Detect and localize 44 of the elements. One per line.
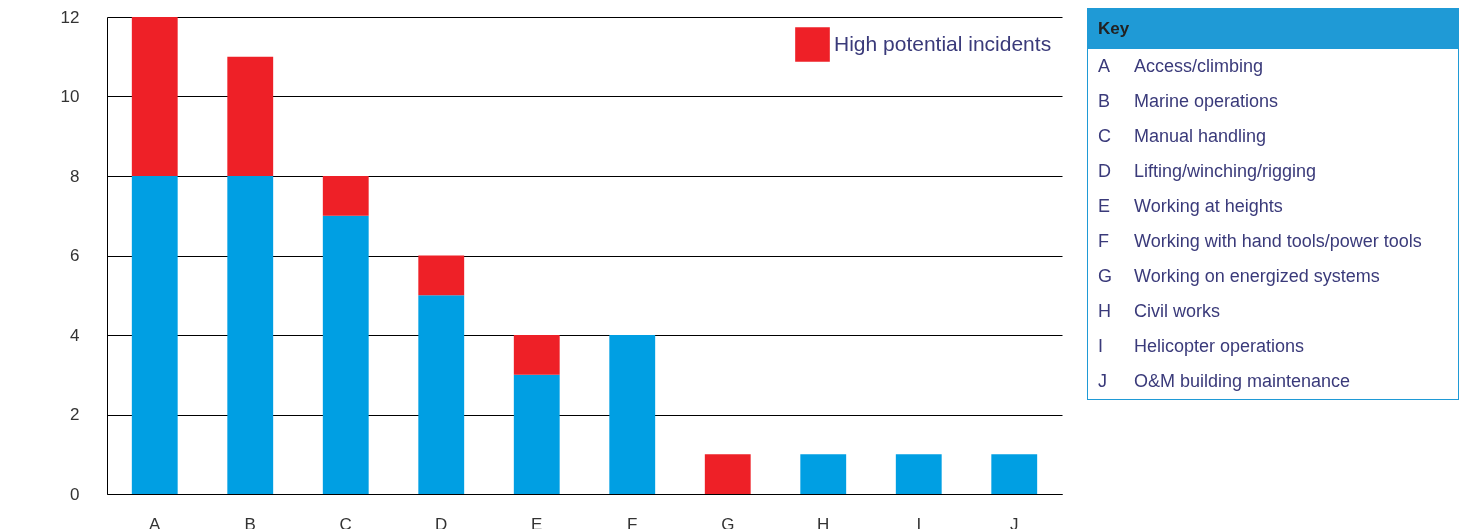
y-tick-label: 12 <box>60 7 80 27</box>
text: J O&M building maintenance <box>1098 371 1351 391</box>
x-tick-label: H <box>817 514 830 529</box>
bar <box>609 335 656 494</box>
legend-label: High potential incidents <box>834 31 1052 55</box>
bar <box>418 295 465 494</box>
x-tick-label: B <box>244 514 256 529</box>
y-tick-label: 10 <box>60 87 80 106</box>
x-tick-label: G <box>721 514 735 529</box>
y-tick-label: 0 <box>70 484 80 504</box>
text: H Civil works <box>1098 301 1221 321</box>
x-tick-label: J <box>1010 514 1019 529</box>
text: I Helicopter operations <box>1098 336 1305 356</box>
text: F Working with hand tools/power tools <box>1098 231 1422 251</box>
x-tick-label: I <box>916 514 922 529</box>
x-tick-label: A <box>149 514 162 529</box>
y-tick-label: 6 <box>70 246 80 265</box>
bar <box>991 454 1038 494</box>
bar <box>895 454 942 494</box>
y-tick-label: 8 <box>70 166 80 186</box>
bar <box>513 335 560 375</box>
bar <box>131 17 178 176</box>
bar <box>800 454 847 494</box>
bar <box>704 454 751 494</box>
x-tick-label: D <box>435 514 448 529</box>
bar <box>227 56 274 176</box>
bar <box>418 255 465 296</box>
text: A Access/climbing <box>1098 56 1264 76</box>
text: D Lifting/winching/rigging <box>1098 161 1317 181</box>
text: G Working on energized systems <box>1098 266 1380 286</box>
bar <box>131 176 178 494</box>
bar <box>322 215 369 494</box>
text: E Working at heights <box>1098 196 1283 216</box>
text: C Manual handling <box>1098 126 1267 146</box>
y-tick-label: 2 <box>70 405 80 424</box>
x-tick-label: C <box>339 514 352 529</box>
bar <box>322 176 369 216</box>
text: B Marine operations <box>1098 91 1279 111</box>
bar <box>513 374 560 494</box>
text: Key <box>1088 9 1458 49</box>
y-tick-label: 4 <box>70 325 80 345</box>
x-tick-label: E <box>531 514 543 529</box>
x-tick-label: F <box>627 514 638 529</box>
bar <box>227 176 274 494</box>
